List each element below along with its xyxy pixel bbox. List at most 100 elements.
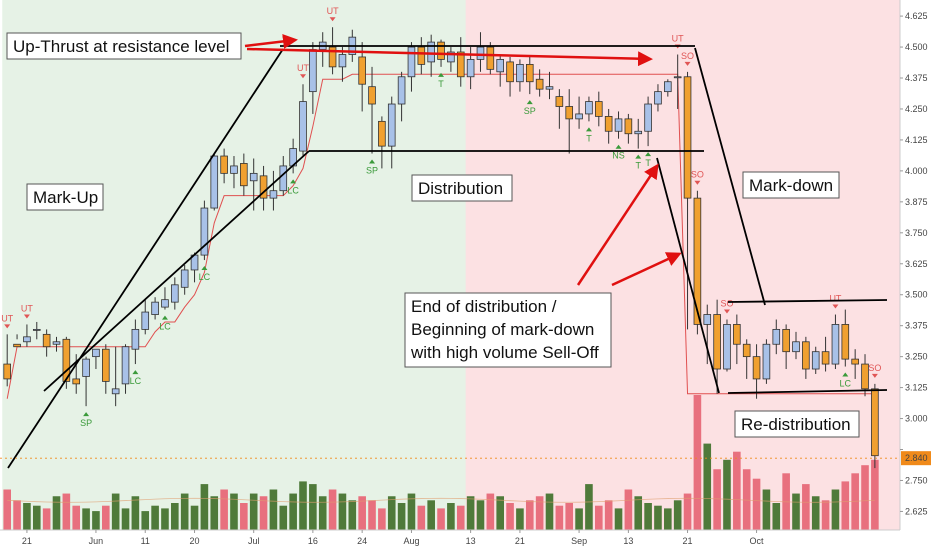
signal-label: UT <box>1 313 13 323</box>
signal-arrow-down <box>684 61 691 66</box>
signal-label: NS <box>612 151 625 161</box>
annotation-text: Beginning of mark-down <box>411 320 594 339</box>
volume-bar <box>23 503 31 530</box>
candle <box>62 336 71 389</box>
volume-bar <box>545 493 554 530</box>
candle-body <box>161 299 169 308</box>
annotation-arrow-0 <box>244 33 298 49</box>
candle-body <box>516 63 524 83</box>
candle-body <box>565 106 574 120</box>
signal-arrow-up <box>83 412 90 417</box>
candle <box>210 153 219 211</box>
volume-bar <box>585 484 593 530</box>
signal-arrow-down <box>694 180 701 185</box>
volume-bar <box>378 508 386 530</box>
volume-bar <box>506 503 514 530</box>
candle <box>131 319 140 365</box>
volume-bar <box>42 508 51 530</box>
annotation-box-3: Mark-down <box>742 171 840 199</box>
signal-t: T <box>635 154 641 171</box>
signal-t: T <box>645 152 651 168</box>
candle-body <box>525 63 534 83</box>
candle-body <box>240 163 248 187</box>
candle <box>733 314 741 365</box>
signal-sp: SP <box>366 159 378 176</box>
annotation-arrow-1 <box>246 47 653 67</box>
candle-body <box>249 172 258 182</box>
candle-body <box>703 314 712 325</box>
candle <box>180 265 189 295</box>
volume-bar <box>861 465 869 530</box>
volume-bar <box>565 503 574 530</box>
trendline-1 <box>43 150 310 392</box>
candle <box>82 356 90 407</box>
annotation-box-4: End of distribution / Beginning of mark-d… <box>404 292 612 368</box>
candle-body <box>871 388 879 457</box>
candle-body <box>328 46 337 68</box>
candle <box>683 71 692 330</box>
phase-bg-0 <box>2 0 468 530</box>
time-axis: 21 Jun 11 20 Jul 16 24 Aug 13 21 Sep 13 21 Oct <box>0 529 932 550</box>
volume-bar <box>309 484 317 530</box>
candle <box>802 336 810 379</box>
candle-body <box>200 207 209 256</box>
volume-bar <box>62 493 71 530</box>
time-tick-label: Jul <box>248 536 260 546</box>
candle-body <box>476 46 485 60</box>
price-tick-label: 3.875 <box>905 197 928 207</box>
candle-body <box>269 190 278 199</box>
volume-bar <box>358 496 366 530</box>
signal-ut: UT <box>829 294 842 309</box>
candle <box>407 42 416 92</box>
signal-label: T <box>586 133 592 143</box>
candle-body <box>358 56 366 85</box>
candle <box>614 111 623 139</box>
volume-average-line <box>7 497 875 503</box>
time-tick-label: 21 <box>515 536 525 546</box>
candle <box>200 200 209 261</box>
trendline-6 <box>727 299 888 303</box>
candle <box>525 56 534 95</box>
candle-body <box>131 328 140 350</box>
price-tick-label: 2.625 <box>905 506 928 516</box>
volume-bar <box>664 508 672 530</box>
volume-bar <box>466 496 475 530</box>
candle-body <box>259 175 268 199</box>
candle <box>3 334 12 387</box>
signal-arrow-up <box>645 152 652 157</box>
candle-body <box>506 61 514 83</box>
signal-label: T <box>635 161 641 171</box>
candle-body <box>102 348 110 382</box>
volume-bar <box>180 493 189 530</box>
volume-bar <box>476 500 485 530</box>
volume-bar <box>634 496 643 530</box>
signal-label: SO <box>720 298 733 308</box>
annotation-box-frame <box>26 183 104 211</box>
price-tick-label: 3.625 <box>905 259 928 269</box>
volume-bar <box>240 503 248 530</box>
volume-bar <box>683 493 692 530</box>
annotation-boxes: Up-Thrust at resistance level Mark-Up Dist… <box>6 32 860 438</box>
price-tick-label: 4.000 <box>905 166 928 176</box>
candle-body <box>792 341 800 353</box>
candle-body <box>220 155 228 174</box>
candle <box>338 47 347 82</box>
candle <box>171 277 179 310</box>
candle <box>713 299 721 394</box>
candle <box>240 153 248 196</box>
candle <box>634 118 643 149</box>
signal-ut: UT <box>327 6 339 22</box>
volume-bar <box>210 496 219 530</box>
last-price-label: 2.840 <box>905 453 928 463</box>
volume-bar <box>348 500 357 530</box>
price-tick-label: 3.500 <box>905 290 928 300</box>
price-tick-label: 4.500 <box>905 42 928 52</box>
volume-bar <box>289 493 297 530</box>
candle <box>673 54 682 109</box>
price-tick-label: 3.375 <box>905 321 928 331</box>
annotation-box-1: Mark-Up <box>26 183 104 211</box>
volume-bar <box>387 496 396 530</box>
volume-bar <box>131 496 140 530</box>
trendline-5 <box>694 47 766 306</box>
